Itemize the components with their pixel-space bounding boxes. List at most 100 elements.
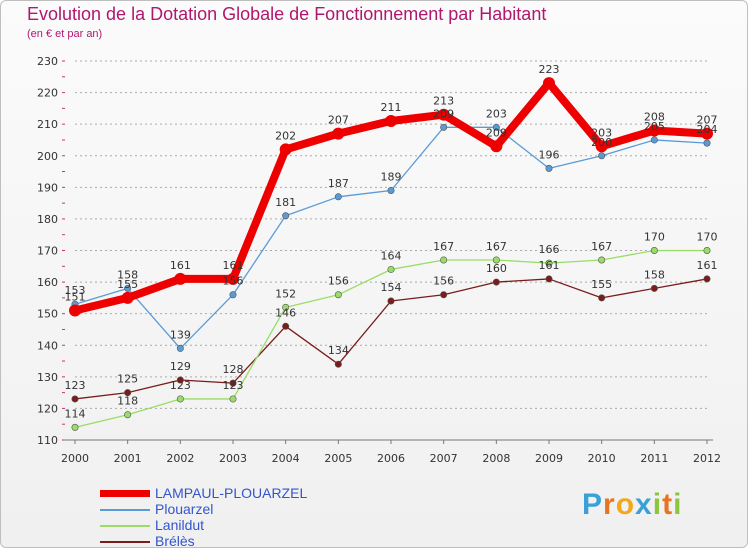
x-tick-label-2006: 2006 xyxy=(377,452,405,465)
x-tick-label-2001: 2001 xyxy=(114,452,142,465)
data-label-3-2009: 161 xyxy=(539,259,560,272)
y-tick-label-210: 210 xyxy=(37,118,58,131)
data-point-3-2003 xyxy=(229,379,237,387)
logo-letter: i xyxy=(652,488,663,521)
x-tick-label-2002: 2002 xyxy=(166,452,194,465)
data-point-3-2009 xyxy=(545,275,553,283)
data-label-1-2001: 158 xyxy=(117,268,138,281)
data-label-1-2011: 205 xyxy=(644,120,665,133)
legend-swatch-lanildut xyxy=(100,525,150,527)
y-tick-label-190: 190 xyxy=(37,181,58,194)
data-label-2-2010: 167 xyxy=(591,240,612,253)
legend-label-lanildut: Lanildut xyxy=(155,517,205,533)
data-point-3-2000 xyxy=(71,395,79,403)
data-point-3-2012 xyxy=(703,275,711,283)
data-label-2-2002: 123 xyxy=(170,379,191,392)
data-point-1-2007 xyxy=(440,123,448,131)
data-label-2-2005: 156 xyxy=(328,275,349,288)
legend-swatch-lampaul-plouarzel xyxy=(100,490,150,497)
data-point-0-2008 xyxy=(490,140,503,153)
data-label-1-2010: 200 xyxy=(591,136,612,149)
data-point-3-2011 xyxy=(650,284,658,292)
data-label-1-2006: 189 xyxy=(381,170,402,183)
data-label-0-2004: 202 xyxy=(275,129,296,142)
data-label-2-2007: 167 xyxy=(433,240,454,253)
line-chart: 110 120 130 140 150 160 170 180 190 200 210 220 230 2… xyxy=(37,55,721,465)
x-tick-label-2010: 2010 xyxy=(588,452,616,465)
chart-subtitle: (en € et par an) xyxy=(27,28,103,40)
x-tick-label-2007: 2007 xyxy=(430,452,458,465)
data-label-1-2004: 181 xyxy=(275,196,296,209)
legend: LAMPAUL-PLOUARZEL Plouarzel Lanildut Bré… xyxy=(100,485,360,550)
data-point-2-2010 xyxy=(598,256,606,264)
data-point-0-2010 xyxy=(595,140,608,153)
data-label-0-2005: 207 xyxy=(328,114,349,127)
data-label-2-2000: 114 xyxy=(65,407,86,420)
data-point-0-2012 xyxy=(701,127,713,140)
chart-title: Evolution de la Dotation Globale de Fonc… xyxy=(27,4,547,24)
data-label-2-2009: 166 xyxy=(539,243,560,256)
y-tick-label-180: 180 xyxy=(37,213,58,226)
data-point-1-2008 xyxy=(492,123,500,131)
data-label-3-2001: 125 xyxy=(117,373,138,386)
data-point-2-2001 xyxy=(124,411,132,419)
data-point-1-2009 xyxy=(545,164,553,172)
data-label-2-2006: 164 xyxy=(381,249,402,262)
data-point-3-2001 xyxy=(124,389,132,397)
data-label-0-2003: 161 xyxy=(223,259,244,272)
proxiti-logo: Proxiti xyxy=(582,488,682,522)
data-label-3-2006: 154 xyxy=(381,281,402,294)
data-label-2-2008: 167 xyxy=(486,240,507,253)
data-point-3-2008 xyxy=(492,278,500,286)
data-point-1-2003 xyxy=(229,291,237,299)
data-label-2-2004: 152 xyxy=(275,287,296,300)
data-label-1-2009: 196 xyxy=(539,148,560,161)
legend-label-plouarzel: Plouarzel xyxy=(155,501,214,517)
data-label-3-2005: 134 xyxy=(328,344,349,357)
series-lines xyxy=(69,77,713,431)
data-label-2-2001: 118 xyxy=(117,395,138,408)
data-label-1-2003: 156 xyxy=(223,275,244,288)
data-point-3-2006 xyxy=(387,297,395,305)
data-point-3-2004 xyxy=(282,322,290,330)
legend-item-lampaul-plouarzel: LAMPAUL-PLOUARZEL xyxy=(100,485,360,502)
data-label-1-2000: 153 xyxy=(65,284,86,297)
data-label-3-2012: 161 xyxy=(697,259,718,272)
data-point-0-2005 xyxy=(332,127,345,140)
data-label-2-2012: 170 xyxy=(697,231,718,244)
data-point-2-2012 xyxy=(703,247,711,255)
data-point-0-2007 xyxy=(437,108,450,121)
legend-item-lanildut: Lanildut xyxy=(100,517,360,534)
data-label-3-2011: 158 xyxy=(644,268,665,281)
data-point-0-2002 xyxy=(174,272,187,285)
data-point-2-2000 xyxy=(71,423,79,431)
data-label-0-2012: 207 xyxy=(697,114,718,127)
data-point-1-2012 xyxy=(703,139,711,147)
data-point-2-2011 xyxy=(650,247,658,255)
y-tick-label-110: 110 xyxy=(37,434,58,447)
x-tick-label-2005: 2005 xyxy=(324,452,352,465)
logo-letter: r xyxy=(603,488,616,521)
legend-item-plouarzel: Plouarzel xyxy=(100,501,360,518)
axes: 110 120 130 140 150 160 170 180 190 200 210 220 230 2… xyxy=(37,55,721,465)
y-tick-label-200: 200 xyxy=(37,150,58,163)
x-tick-label-2003: 2003 xyxy=(219,452,247,465)
series-line-1 xyxy=(74,126,708,350)
data-label-2-2011: 170 xyxy=(644,231,665,244)
data-label-3-2004: 146 xyxy=(275,306,296,319)
data-label-2-2003: 123 xyxy=(223,379,244,392)
data-point-1-2005 xyxy=(334,193,342,201)
data-point-2-2007 xyxy=(440,256,448,264)
legend-swatch-breles xyxy=(100,541,150,543)
y-tick-label-220: 220 xyxy=(37,87,58,100)
data-label-3-2007: 156 xyxy=(433,275,454,288)
x-tick-label-2008: 2008 xyxy=(482,452,510,465)
data-label-1-2008: 203 xyxy=(486,107,507,120)
data-point-0-2003 xyxy=(227,272,239,285)
x-tick-label-2009: 2009 xyxy=(535,452,563,465)
data-label-0-2001: 155 xyxy=(117,278,138,291)
data-point-3-2010 xyxy=(598,294,606,302)
data-label-0-2011: 208 xyxy=(644,110,665,123)
data-point-0-2004 xyxy=(279,143,292,156)
